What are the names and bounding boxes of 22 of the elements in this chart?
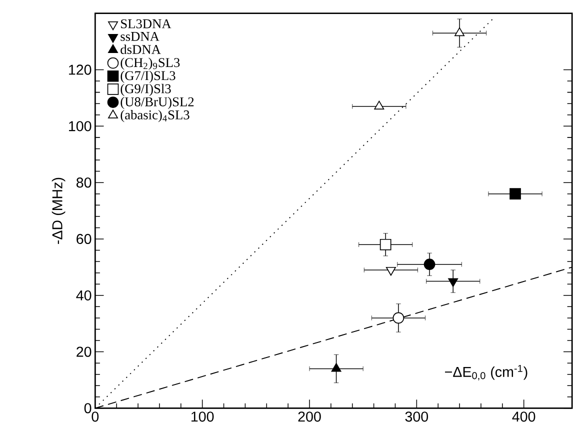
legend-label: (G9/I)Sl3 <box>120 84 171 96</box>
x-tick-label: 100 <box>191 412 214 422</box>
y-tick-label: 20 <box>76 346 92 357</box>
legend-label: (abasic)$_{4}$SL3 <box>120 110 190 122</box>
legend-label: (U8/BrU)SL2 <box>120 97 194 110</box>
x-tick-label: 200 <box>298 412 321 422</box>
x-tick-label: 0 <box>92 412 99 422</box>
legend-label: (CH$_{2}$)$_{9}$SL3 <box>120 58 180 70</box>
legend-label: (G7/I)SL3 <box>120 70 176 84</box>
y-tick-label: 80 <box>76 178 92 188</box>
x-tick-label: 300 <box>405 412 428 422</box>
y-tick-label: 60 <box>76 234 92 244</box>
y-tick-label: 100 <box>69 121 92 132</box>
y-tick-label: 0 <box>84 403 92 414</box>
legend-label: dsDNA <box>120 44 161 54</box>
y-tick-label: 40 <box>76 290 92 301</box>
legend-label: SL3DNA <box>121 19 172 28</box>
y-axis-title: -ΔD (MHz) <box>52 178 66 244</box>
legend-label: ssDNA <box>120 32 160 42</box>
x-axis-title: −ΔE$_{0,0}$ (cm$^{-1}$) <box>445 365 528 381</box>
y-tick-label: 120 <box>69 64 92 75</box>
x-tick-label: 400 <box>512 412 536 422</box>
